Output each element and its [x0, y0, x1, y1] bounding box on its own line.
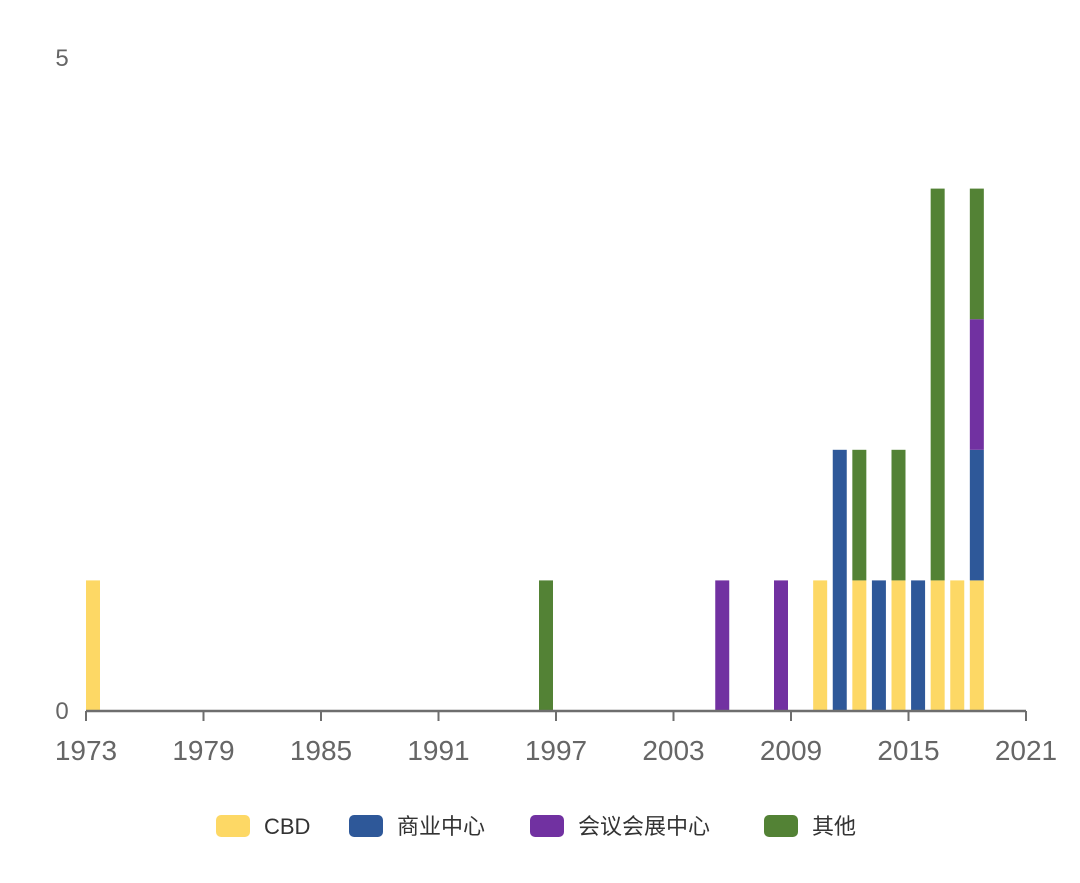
bar-segment [871, 580, 886, 711]
legend-swatch [530, 815, 564, 837]
x-axis-ticks: 1973 1979 1985 1991 1997 2003 2009 2015 2021 [55, 711, 1057, 766]
bar-segment [969, 580, 984, 711]
x-tick-label: 2009 [760, 735, 822, 766]
legend-label: CBD [264, 814, 310, 839]
x-tick-label: 1991 [407, 735, 469, 766]
bar-segment [969, 319, 984, 450]
bar-segment [852, 449, 867, 581]
bar-segment [969, 449, 984, 581]
legend-label: 会议会展中心 [578, 814, 710, 839]
bar-segment [930, 188, 945, 581]
legend-swatch [764, 815, 798, 837]
bar-segment [891, 580, 906, 711]
bar-segment [715, 580, 730, 711]
bar-segment [832, 449, 847, 711]
x-tick-label: 2003 [642, 735, 704, 766]
x-tick-label: 1973 [55, 735, 117, 766]
bar-segment [930, 580, 945, 711]
bar-segment [539, 580, 553, 711]
x-tick-label: 1985 [290, 735, 352, 766]
bar-segment [911, 580, 926, 711]
bar-segment [813, 580, 828, 711]
x-tick-label: 1997 [525, 735, 587, 766]
legend-swatch [349, 815, 383, 837]
x-tick-label: 1979 [172, 735, 234, 766]
legend: CBD 商业中心 会议会展中心 其他 [216, 814, 856, 839]
bars [86, 188, 984, 711]
bar-segment [950, 580, 965, 711]
y-tick-label: 5 [55, 45, 68, 72]
legend-label: 商业中心 [397, 814, 485, 839]
bar-segment [86, 580, 100, 711]
bar-segment [891, 449, 906, 581]
x-tick-label: 2021 [995, 735, 1057, 766]
bar-segment [852, 580, 867, 711]
x-tick-label: 2015 [877, 735, 939, 766]
y-tick-label: 0 [55, 698, 68, 725]
legend-swatch [216, 815, 250, 837]
bar-segment [969, 188, 984, 320]
bar-segment [774, 580, 788, 711]
legend-label: 其他 [812, 814, 856, 839]
